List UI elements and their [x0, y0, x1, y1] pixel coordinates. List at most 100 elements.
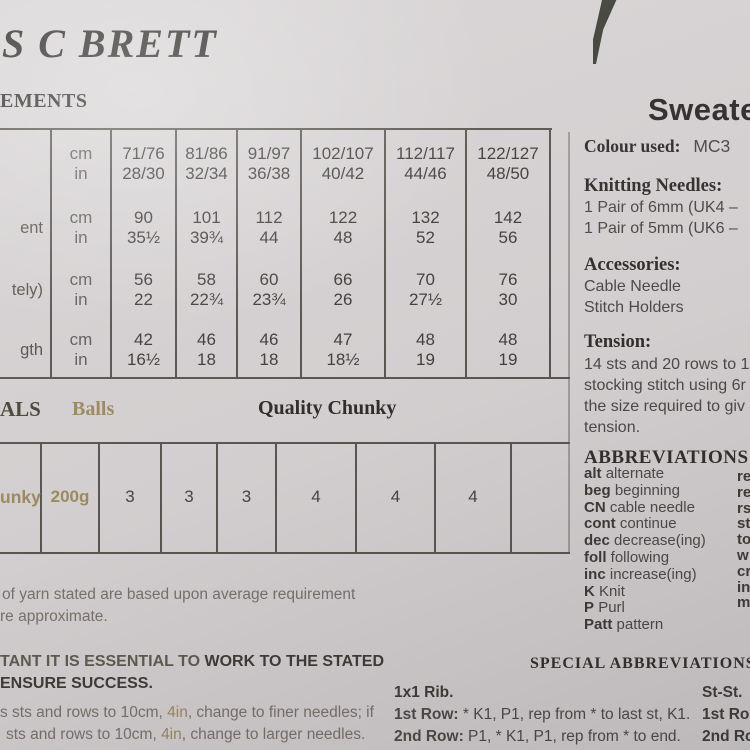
accessories-heading: Accessories: [584, 255, 681, 275]
balls-table: unky 200g 3 3 3 4 4 4 [0, 442, 512, 552]
abbreviation-item: CN cable needle [584, 498, 695, 516]
measure-cell: 58 22¾ [177, 259, 238, 321]
measure-cell: 46 18 [177, 321, 238, 379]
rib-instructions: 1x1 Rib. 1st Row: * K1, P1, rep from * t… [394, 682, 690, 750]
abbreviation-item: inc increase(ing) [584, 565, 697, 583]
brand-logo: S C BRETT [2, 21, 218, 66]
tension-line-3: the size required to giv [584, 398, 745, 415]
measure-cell: 132 52 [386, 197, 467, 259]
abbreviation-item: alt alternate [584, 465, 665, 482]
colour-used-label: Colour used: [584, 136, 681, 156]
ball-weight-cell: 200g [42, 442, 100, 552]
tension-heading: Tension: [584, 332, 652, 352]
tension-line-1: 14 sts and 20 rows to 1 [584, 356, 750, 373]
materials-band: ALS Balls Quality Chunky [0, 377, 570, 444]
measure-cell: 142 56 [467, 197, 551, 259]
abbreviations-list: alt alternate beg beginning CN cable nee… [584, 465, 706, 634]
size-cell: 102/107 40/42 [302, 130, 386, 197]
measure-cell: 56 22 [112, 259, 177, 321]
needle-change-note-2: sts and rows to 10cm, 4in, change to lar… [6, 726, 366, 743]
abbreviations-second-column-fragments: re re rs st to w cr in m [737, 468, 750, 612]
quality-label: Quality Chunky [258, 397, 397, 419]
balls-label: Balls [72, 398, 115, 420]
measure-cell: 66 26 [302, 259, 386, 321]
accessory-1: Cable Needle [584, 278, 681, 295]
important-note-line1: TANT IT IS ESSENTIAL TO WORK TO THE STAT… [0, 653, 385, 670]
rib-row-1: 1st Row: * K1, P1, rep from * to last st… [394, 706, 691, 723]
colour-used-value: MC3 [693, 136, 731, 156]
overlapping-page-edge [568, 132, 570, 553]
abbreviation-item: foll following [584, 548, 670, 566]
measure-cell: 42 16½ [112, 321, 177, 379]
row-label: ent [20, 219, 43, 237]
tension-line-2: stocking stitch using 6r [584, 377, 746, 394]
row-label: tely) [11, 281, 43, 299]
abbreviation-item: beg beginning [584, 481, 680, 499]
size-cell: 71/76 28/30 [112, 130, 177, 197]
abbreviation-item: dec decrease(ing) [584, 532, 706, 550]
yarn-note-line1: of yarn stated are based upon average re… [2, 586, 356, 603]
yarn-note-line2: re approximate. [0, 608, 108, 625]
size-cell: 91/97 36/38 [238, 130, 302, 197]
size-table: cm in 71/76 28/30 81/86 32/34 91/97 36/38 10… [0, 128, 552, 379]
measure-cell: 76 30 [467, 259, 551, 321]
ball-count-cell: 4 [357, 442, 436, 552]
size-cell: 81/86 32/34 [177, 130, 238, 197]
measure-cell: 90 35½ [112, 197, 177, 259]
stst-row-1-fragment: 1st Ro [702, 706, 750, 723]
sweater-title: Sweate [648, 92, 750, 127]
measure-cell: 101 39¾ [177, 197, 238, 259]
measure-cell: 122 48 [302, 197, 386, 259]
units-cell: cm in [52, 197, 112, 259]
row-label: gth [20, 341, 43, 359]
needle-line-1: 1 Pair of 6mm (UK4 – [584, 199, 738, 216]
inch-highlight: 4in [161, 726, 182, 743]
ball-count-cell: 3 [100, 442, 162, 552]
measure-cell: 47 18½ [302, 321, 386, 379]
size-table-row-chest: ent cm in 90 35½ 101 39¾ 112 44 122 48 132 52 … [0, 197, 552, 259]
measure-cell: 112 44 [238, 197, 302, 259]
ball-count-cell: 4 [436, 442, 512, 552]
abbreviation-item: Patt pattern [584, 616, 664, 634]
units-cell: cm in [52, 321, 112, 379]
ball-count-cell: 4 [277, 442, 357, 552]
needle-line-2: 1 Pair of 5mm (UK6 – [584, 220, 738, 237]
yarn-name-cell: unky [0, 442, 42, 552]
size-table-row-sizes: cm in 71/76 28/30 81/86 32/34 91/97 36/38 10… [0, 130, 552, 197]
row-label-cell [0, 130, 52, 197]
needle-change-note-1: s sts and rows to 10cm, 4in, change to f… [0, 704, 374, 721]
measure-cell: 48 19 [386, 321, 467, 379]
rib-heading: 1x1 Rib. [394, 684, 454, 701]
abbreviation-item: cont continue [584, 515, 677, 533]
accessory-2: Stitch Holders [584, 299, 684, 316]
measure-cell: 70 27½ [386, 259, 467, 321]
row-label-cell: gth [0, 321, 52, 379]
special-abbreviations-heading: SPECIAL ABBREVIATIONS [530, 655, 750, 672]
unit-in: in [74, 163, 88, 183]
abbreviations-heading: ABBREVIATIONS [584, 447, 749, 468]
measurements-heading: EMENTS [0, 90, 88, 112]
ball-count-cell: 3 [218, 442, 277, 552]
balls-table-bottom-border [0, 552, 570, 554]
knitting-needles-heading: Knitting Needles: [584, 176, 723, 196]
abbreviation-item: P Purl [584, 599, 625, 617]
balls-table-row: unky 200g 3 3 3 4 4 4 [0, 442, 512, 552]
rib-row-2: 2nd Row: P1, * K1, P1, rep from * to end… [394, 728, 681, 745]
important-note-line2: ENSURE SUCCESS. [0, 675, 153, 692]
size-table-row-length: tely) cm in 56 22 58 22¾ 60 23¾ 66 26 70 27½ 7… [0, 259, 552, 321]
stst-instructions: St-St. 1st Ro 2nd Ro Rep 1 [702, 682, 750, 750]
size-cell: 112/117 44/46 [386, 130, 467, 197]
row-label-cell: ent [0, 197, 52, 259]
stst-row-2-fragment: 2nd Ro [702, 728, 750, 745]
units-cell: cm in [52, 130, 112, 197]
row-label-cell: tely) [0, 259, 52, 321]
size-cell: 122/127 48/50 [467, 130, 551, 197]
measure-cell: 48 19 [467, 321, 551, 379]
units-cell: cm in [52, 259, 112, 321]
colour-used-line: Colour used: MC3 [584, 136, 730, 157]
dark-backdrop-corner [593, 0, 617, 64]
unit-cm: cm [69, 143, 93, 163]
abbreviation-item: K Knit [584, 582, 625, 600]
inch-highlight: 4in [167, 704, 188, 721]
